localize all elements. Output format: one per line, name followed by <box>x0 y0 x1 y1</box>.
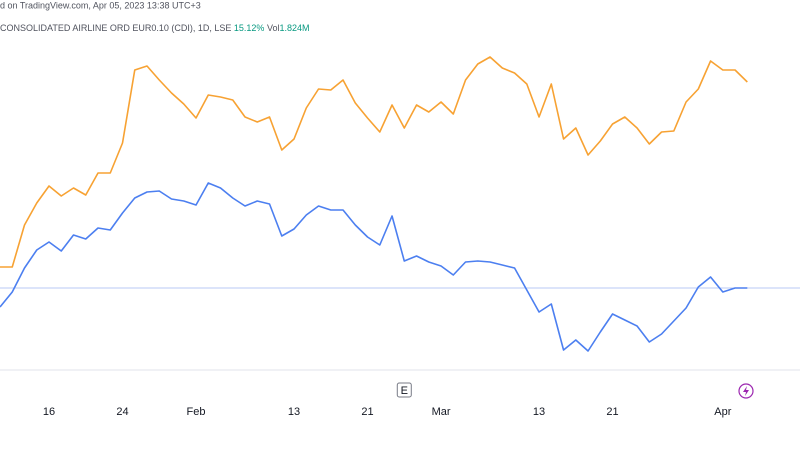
earnings-marker: E <box>401 385 408 397</box>
x-tick-label: Feb <box>187 406 206 418</box>
x-tick-label: 16 <box>43 406 55 418</box>
symbol: CONSOLIDATED AIRLINE ORD EUR0.10 (CDI), … <box>0 23 231 33</box>
x-tick-label: Mar <box>432 406 451 418</box>
x-tick-label: 21 <box>606 406 618 418</box>
series-line <box>0 182 748 352</box>
x-tick-label: 24 <box>116 406 128 418</box>
series-line <box>0 56 748 268</box>
symbol-line: CONSOLIDATED AIRLINE ORD EUR0.10 (CDI), … <box>0 23 310 33</box>
x-tick-label: 13 <box>533 406 545 418</box>
x-tick-label: Apr <box>714 406 731 418</box>
dividend-icon[interactable] <box>738 383 754 399</box>
change: 15.12% <box>234 23 265 33</box>
lightning <box>743 386 749 396</box>
source-text: d on TradingView.com, Apr 05, 2023 13:38… <box>0 0 201 10</box>
x-tick-label: 21 <box>361 406 373 418</box>
x-tick-label: 13 <box>288 406 300 418</box>
volume-label: Vol <box>267 23 280 33</box>
earnings-marker-box <box>396 382 412 398</box>
volume: 1.824M <box>279 23 309 33</box>
